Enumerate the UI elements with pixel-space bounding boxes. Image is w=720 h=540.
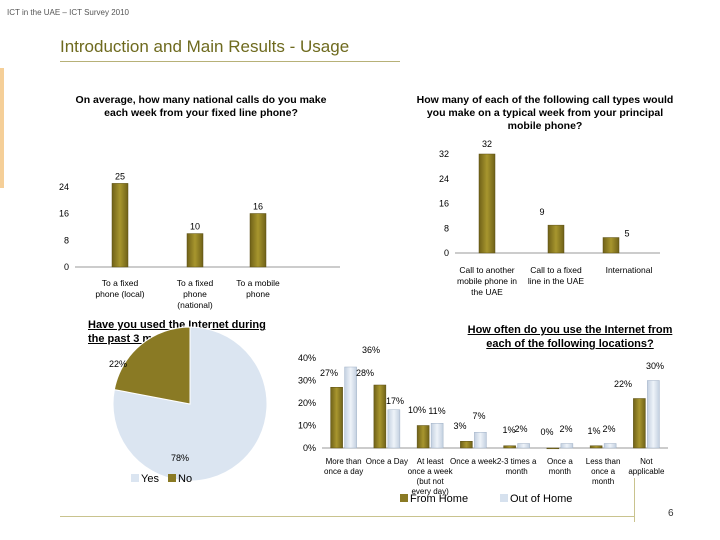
- chart4-bar-out: [603, 443, 617, 449]
- chart1-bar-label: 10: [190, 222, 200, 232]
- chart4-category-label: 2-3 times a month: [497, 457, 537, 476]
- chart4-y-tick: 30%: [298, 376, 316, 386]
- chart1-bar: [249, 213, 267, 268]
- chart1-y-tick: 24: [59, 182, 69, 192]
- chart4-label-home: 1%: [587, 426, 600, 436]
- chart4-label-home: 3%: [453, 421, 466, 431]
- chart4-label-out: 36%: [362, 345, 380, 355]
- chart4-label-home: 10%: [408, 405, 426, 415]
- chart2-bar: [602, 237, 620, 254]
- chart1-y-tick: 16: [59, 209, 69, 219]
- chart2-bar-label: 32: [482, 139, 492, 149]
- chart4-category-label: Once a week: [450, 457, 498, 466]
- chart4-category-label: Not applicable: [628, 457, 665, 476]
- pie-label-no: 22%: [109, 359, 127, 369]
- chart4-bar-out: [517, 443, 530, 449]
- chart4-label-home: 1%: [502, 425, 515, 435]
- chart4-label-out: 30%: [646, 361, 664, 371]
- legend-label-no: No: [178, 473, 192, 485]
- chart1-category-label: To a fixed phone (national): [177, 278, 214, 310]
- title-divider: [60, 61, 400, 62]
- chart4-bar-home: [633, 398, 646, 449]
- chart2-bar-label: 5: [624, 229, 629, 239]
- chart4-bar-home: [416, 425, 430, 449]
- chart4-bar-home: [373, 384, 387, 449]
- chart4-label-out: 2%: [514, 424, 527, 434]
- chart4-bar-out: [387, 409, 401, 449]
- pie-slice-yes: [112, 326, 268, 482]
- chart4-y-tick: 20%: [298, 398, 316, 408]
- chart1-bar-label: 25: [115, 171, 125, 181]
- chart1-bar-label: 16: [253, 202, 263, 212]
- chart4-label-out: 7%: [472, 411, 485, 421]
- chart1-title: On average, how many national calls do y…: [75, 94, 327, 119]
- legend-swatch-yes: [131, 474, 139, 482]
- chart1-bar: [111, 183, 129, 268]
- chart1-category-label: To a fixed phone (local): [95, 278, 144, 299]
- chart4-category-label: Less than once a month: [586, 457, 621, 486]
- pie-slice-no: [113, 326, 191, 405]
- legend-label-out: Out of Home: [510, 493, 572, 505]
- chart2-y-tick: 8: [444, 223, 449, 233]
- chart4-category-label: Once a Day: [366, 457, 408, 466]
- chart4-bar-home: [460, 441, 473, 449]
- chart4-bar-out: [647, 380, 660, 449]
- chart4-label-out: 2%: [602, 424, 615, 434]
- chart4-bar-out: [344, 366, 357, 449]
- legend-swatch-home: [400, 494, 408, 502]
- legend-label-yes: Yes: [141, 473, 159, 485]
- page-title: Introduction and Main Results - Usage: [60, 37, 350, 56]
- chart1-y-tick: 0: [64, 262, 69, 272]
- chart2-bar-label: 9: [539, 207, 544, 217]
- chart4-bar-out: [474, 432, 487, 449]
- chart4-label-out: 2%: [559, 424, 572, 434]
- chart2-category-label: International: [606, 265, 653, 275]
- chart2-y-tick: 32: [439, 149, 449, 159]
- chart4-category-label: At least once a week (but not every day): [408, 457, 454, 496]
- chart2-y-tick: 16: [439, 199, 449, 209]
- chart4-y-tick: 0%: [303, 443, 316, 453]
- chart4-bar-home: [589, 445, 603, 449]
- legend-swatch-no: [168, 474, 176, 482]
- chart2-y-tick: 0: [444, 248, 449, 258]
- report-subtitle: ICT in the UAE – ICT Survey 2010: [7, 8, 129, 17]
- chart4-label-home: 27%: [320, 368, 338, 378]
- chart2-category-label: Call to a fixed line in the UAE: [528, 265, 585, 286]
- legend-swatch-out: [500, 494, 508, 502]
- chart4-label-home: 0%: [540, 427, 553, 437]
- left-accent-bar: [0, 68, 4, 188]
- chart2-bar: [478, 153, 496, 254]
- chart4-label-out: 17%: [386, 396, 404, 406]
- pie-label-yes: 78%: [171, 453, 189, 463]
- chart2-title: How many of each of the following call t…: [416, 94, 674, 132]
- chart4-label-home: 28%: [356, 368, 374, 378]
- chart4-label-home: 22%: [614, 379, 632, 389]
- chart4-bar-out: [560, 443, 574, 449]
- chart1-y-tick: 8: [64, 235, 69, 245]
- chart2-y-tick: 24: [439, 174, 449, 184]
- chart4-title: How often do you use the Internet from e…: [467, 324, 673, 350]
- page-number: 6: [668, 508, 674, 519]
- chart2-category-label: Call to another mobile phone in the UAE: [457, 265, 517, 297]
- chart4-category-label: Once a month: [547, 457, 573, 476]
- chart4-category-label: More than once a day: [324, 457, 363, 476]
- chart4-bar-home: [503, 445, 516, 449]
- chart4-y-tick: 40%: [298, 353, 316, 363]
- chart4-bar-out: [430, 423, 444, 449]
- legend-label-home: From Home: [410, 493, 468, 505]
- chart4-label-out: 11%: [428, 406, 445, 416]
- chart2-bar: [547, 224, 565, 254]
- chart4-y-tick: 10%: [298, 421, 316, 431]
- chart4-bar-home: [546, 447, 560, 450]
- chart4-bar-home: [330, 387, 343, 449]
- chart1-category-label: To a mobile phone: [236, 278, 280, 299]
- footer-divider: [60, 516, 635, 517]
- footer-tick: [634, 478, 635, 522]
- chart1-bar: [186, 233, 204, 268]
